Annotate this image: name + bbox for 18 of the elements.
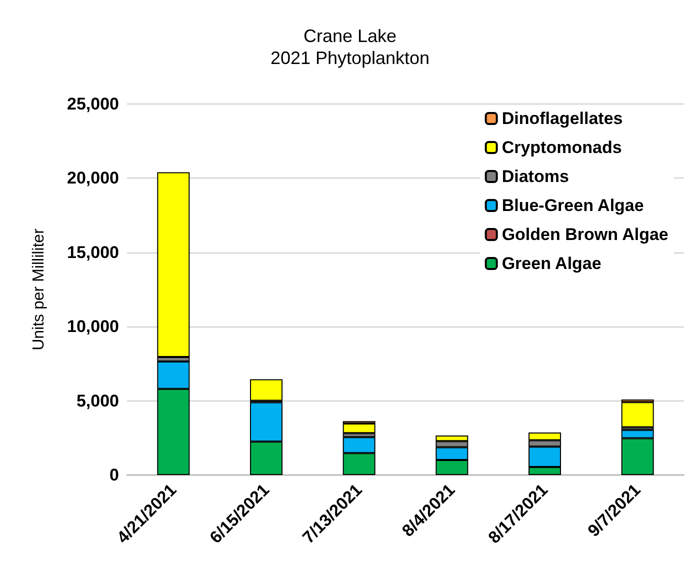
legend-label: Golden Brown Algae — [502, 225, 668, 244]
legend-label: Cryptomonads — [502, 138, 622, 157]
legend-label: Green Algae — [502, 254, 602, 273]
bar — [342, 424, 376, 434]
legend-label: Blue-Green Algae — [502, 196, 644, 215]
y-tick-label: 15,000 — [67, 242, 119, 262]
y-axis-title: Units per Milliliter — [30, 228, 48, 350]
chart-title: Crane Lake — [303, 26, 397, 46]
y-tick-label: 10,000 — [67, 317, 119, 336]
y-tick-label: 0 — [110, 466, 119, 484]
y-tick-label: 20,000 — [67, 168, 119, 188]
legend-label: Diatoms — [502, 167, 569, 186]
chart-subtitle: 2021 Phytoplankton — [270, 48, 430, 68]
bar — [621, 402, 654, 428]
legend-label: Dinoflagellates — [502, 109, 623, 128]
bar — [157, 172, 190, 358]
y-tick-label: 5,000 — [76, 391, 119, 410]
y-tick-label: 25,000 — [67, 94, 119, 114]
